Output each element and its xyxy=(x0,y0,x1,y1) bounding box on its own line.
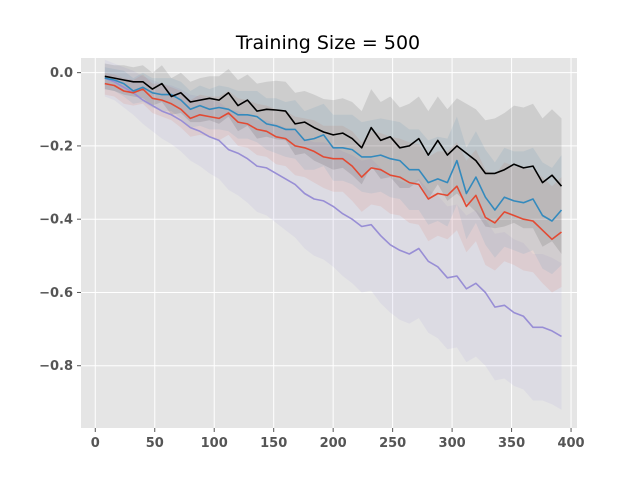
series-line xyxy=(104,77,562,338)
y-tick-label: −0.2 xyxy=(39,139,73,154)
x-tick-label: 250 xyxy=(379,436,406,451)
series-line xyxy=(104,77,563,222)
x-tick-label: 400 xyxy=(557,436,584,451)
x-tick-label: 300 xyxy=(439,436,466,451)
confidence-band xyxy=(104,59,562,410)
x-tick-label: 50 xyxy=(146,436,164,451)
series-line xyxy=(104,82,562,241)
x-tick-label: 0 xyxy=(91,436,100,451)
y-tick-label: −0.6 xyxy=(39,286,73,301)
grid xyxy=(81,58,577,428)
y-tick-label: −0.8 xyxy=(39,359,73,374)
confidence-band xyxy=(104,72,562,293)
x-tick-label: 200 xyxy=(320,436,347,451)
x-tick-label: 350 xyxy=(498,436,525,451)
x-axis: 0 50 100 150 200 250 300 350 400 xyxy=(91,428,585,451)
x-tick-label: 150 xyxy=(260,436,287,451)
series-lines xyxy=(104,75,563,338)
y-tick-label: 0.0 xyxy=(50,66,73,81)
series-line xyxy=(104,75,563,187)
y-axis: 0.0 −0.2 −0.4 −0.6 −0.8 xyxy=(39,66,81,374)
x-tick-label: 100 xyxy=(201,436,228,451)
y-tick-label: −0.4 xyxy=(39,213,73,228)
chart-title: Training Size = 500 xyxy=(235,32,420,54)
plot-area xyxy=(81,58,577,428)
